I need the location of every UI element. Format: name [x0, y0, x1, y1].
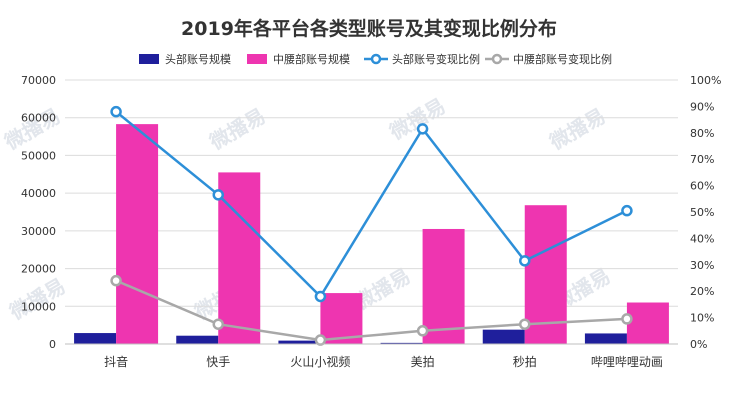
line-point-1-1: [212, 318, 224, 330]
line-point-0-0: [110, 105, 122, 118]
bar-head-0: [74, 333, 117, 344]
bar-head-2: [278, 340, 321, 344]
right-axis: 0% 10% 20% 30% 40% 50% 60% 70% 80% 90% 100%: [690, 74, 721, 351]
category-label: 火山小视频: [290, 354, 350, 369]
left-tick-label: 50000: [21, 149, 56, 162]
left-tick-label: 30000: [21, 225, 56, 238]
line-point-0-5: [621, 204, 633, 217]
line-point-1-2: [314, 334, 327, 346]
line-point-1-4: [519, 318, 531, 330]
legend-label: 中腰部账号规模: [273, 52, 350, 66]
chart-title: 2019年各平台各类型账号及其变现比例分布: [181, 17, 557, 40]
right-tick-label: 0%: [690, 338, 707, 351]
legend-label: 头部账号规模: [165, 52, 231, 66]
left-tick-label: 70000: [21, 74, 56, 87]
lines: [110, 105, 633, 346]
watermarks: 微播易微播易微播易微播易微播易微播易微播易微播易: [0, 94, 614, 325]
line-series-0: [115, 110, 628, 299]
left-tick-label: 0: [49, 338, 56, 351]
legend-label: 中腰部账号变现比例: [513, 52, 612, 66]
legend-swatch: [139, 54, 159, 64]
line-point-0-1: [212, 189, 224, 201]
line-series-1: [115, 279, 627, 342]
left-tick-label: 20000: [21, 263, 56, 276]
right-tick-label: 70%: [690, 153, 714, 166]
legend: 头部账号规模 中腰部账号规模 头部账号变现比例 中腰部账号变现比例: [139, 52, 612, 66]
x-axis: 抖音 快手 火山小视频 美拍 秒拍 哔哩哔哩动画: [65, 343, 678, 369]
line-point-1-3: [416, 325, 429, 337]
bar-mid-3: [422, 228, 465, 344]
category-label: 哔哩哔哩动画: [591, 355, 663, 369]
bar-head-3: [380, 342, 423, 344]
bar-head-5: [584, 333, 627, 344]
left-tick-label: 60000: [21, 112, 56, 125]
legend-swatch-marker: [491, 53, 503, 65]
category-label: 快手: [206, 355, 230, 369]
left-tick-label: 10000: [21, 300, 56, 313]
bar-mid-1: [218, 172, 261, 344]
right-tick-label: 30%: [690, 259, 714, 272]
category-label: 抖音: [104, 354, 128, 369]
bar-mid-5: [626, 302, 669, 344]
right-tick-label: 80%: [690, 127, 714, 140]
bar-mid-4: [524, 205, 567, 344]
bar-mid-0: [116, 124, 159, 344]
right-tick-label: 10%: [690, 312, 714, 325]
legend-swatch-marker: [370, 53, 382, 65]
right-tick-label: 40%: [690, 232, 714, 245]
legend-label: 头部账号变现比例: [392, 52, 480, 66]
gridlines: [65, 79, 678, 307]
right-tick-label: 60%: [690, 180, 714, 193]
category-label: 美拍: [411, 354, 435, 369]
line-point-1-0: [110, 274, 122, 287]
watermark-text: 微播易: [205, 104, 270, 155]
watermark-text: 微播易: [545, 104, 610, 155]
watermark-text: 微播易: [5, 274, 70, 325]
line-point-1-5: [621, 313, 633, 325]
left-axis: 0 10000 20000 30000 40000 50000 60000 70000: [21, 74, 56, 351]
right-tick-label: 20%: [690, 285, 714, 298]
right-tick-label: 50%: [690, 206, 714, 219]
left-tick-label: 40000: [21, 187, 56, 200]
legend-swatch: [247, 54, 267, 64]
line-point-0-2: [314, 290, 327, 303]
bar-head-1: [176, 335, 219, 344]
right-tick-label: 100%: [690, 74, 721, 87]
category-label: 秒拍: [513, 354, 537, 369]
line-point-0-3: [416, 123, 429, 135]
line-point-0-4: [519, 255, 531, 267]
right-tick-label: 90%: [690, 100, 714, 113]
bar-head-4: [482, 329, 525, 344]
bar-mid-2: [320, 293, 363, 344]
